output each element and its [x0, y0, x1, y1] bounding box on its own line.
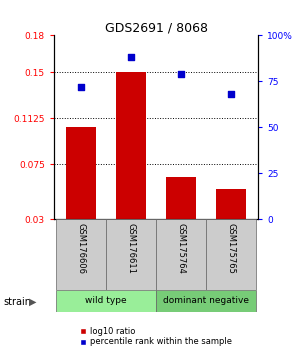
Bar — [216, 189, 246, 219]
Text: strain: strain — [3, 297, 31, 307]
Text: ▶: ▶ — [28, 297, 36, 307]
Text: GSM175764: GSM175764 — [176, 223, 185, 274]
Text: GSM176611: GSM176611 — [127, 223, 136, 274]
Bar — [66, 127, 96, 219]
Text: GSM175765: GSM175765 — [226, 223, 235, 274]
Bar — [156, 219, 206, 290]
Title: GDS2691 / 8068: GDS2691 / 8068 — [104, 21, 208, 34]
Bar — [206, 219, 256, 290]
Point — [79, 84, 84, 90]
Point — [129, 55, 134, 60]
Point — [228, 91, 233, 97]
Text: wild type: wild type — [85, 296, 127, 306]
Point — [178, 71, 183, 77]
Bar — [106, 219, 156, 290]
Bar — [56, 219, 106, 290]
Bar — [56, 290, 156, 312]
Text: dominant negative: dominant negative — [163, 296, 249, 306]
Text: GSM176606: GSM176606 — [77, 223, 86, 274]
Legend: log10 ratio, percentile rank within the sample: log10 ratio, percentile rank within the … — [77, 324, 235, 350]
Bar — [116, 72, 146, 219]
Bar — [166, 177, 196, 219]
Bar — [156, 290, 256, 312]
